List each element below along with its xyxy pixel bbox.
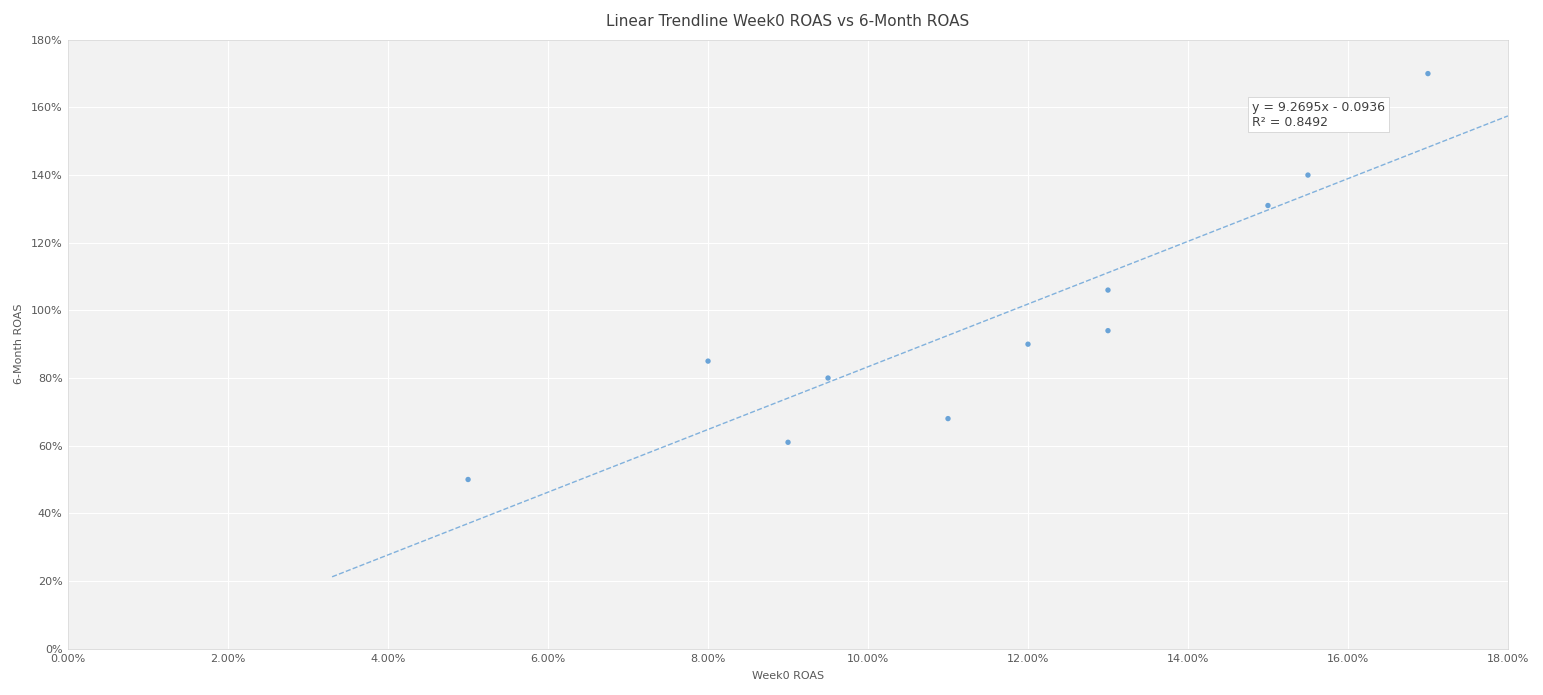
Text: y = 9.2695x - 0.0936
R² = 0.8492: y = 9.2695x - 0.0936 R² = 0.8492 xyxy=(1251,101,1386,129)
Point xyxy=(1256,200,1281,211)
Title: Linear Trendline Week0 ROAS vs 6-Month ROAS: Linear Trendline Week0 ROAS vs 6-Month R… xyxy=(606,14,969,29)
Point xyxy=(696,356,721,367)
Point xyxy=(455,474,480,485)
Point xyxy=(1015,338,1040,350)
Point xyxy=(816,373,841,384)
Point xyxy=(1415,68,1440,79)
Point xyxy=(1296,170,1321,181)
Y-axis label: 6-Month ROAS: 6-Month ROAS xyxy=(14,304,23,384)
X-axis label: Week0 ROAS: Week0 ROAS xyxy=(751,671,824,681)
Point xyxy=(935,413,960,424)
Point xyxy=(1096,284,1120,295)
Point xyxy=(1096,325,1120,336)
Point xyxy=(776,436,801,448)
